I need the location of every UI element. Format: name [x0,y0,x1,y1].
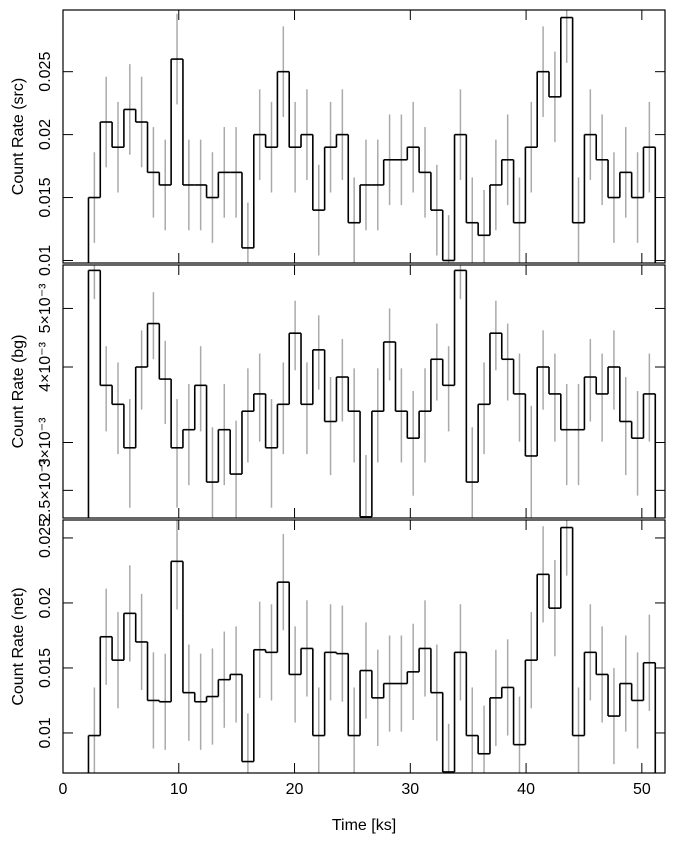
y-tick-label: 0.01 [37,245,54,276]
plot-area [87,10,657,263]
x-tick-label: 40 [517,781,535,798]
y-tick-label: 0.015 [37,648,54,688]
y-tick-label: 0.02 [37,119,54,150]
x-axis-label: Time [ks] [332,817,396,834]
y-tick-label: 4×10⁻³ [37,341,54,391]
x-tick-label: 50 [633,781,651,798]
y-axis-label: Count Rate (net) [10,587,27,705]
y-tick-label: 5×10⁻³ [37,283,54,333]
plot-area [87,520,657,773]
frame [62,519,666,774]
y-tick-label: 0.01 [37,717,54,748]
frame [62,264,666,519]
frame [62,9,666,264]
x-tick-label: 10 [170,781,188,798]
y-axis-label: Count Rate (src) [10,78,27,195]
y-tick-label: 0.025 [37,52,54,92]
y-axis-label: Count Rate (bg) [10,335,27,449]
plot-area [87,265,657,518]
y-tick-label: 0.02 [37,587,54,618]
y-tick-label: 2.5×10⁻³ [37,458,54,522]
y-tick-label: 0.015 [37,177,54,217]
x-tick-label: 20 [286,781,304,798]
y-tick-label: 3×10⁻³ [37,417,54,467]
x-tick-label: 30 [401,781,419,798]
x-tick-label: 0 [59,781,68,798]
y-tick-label: 0.025 [37,518,54,558]
